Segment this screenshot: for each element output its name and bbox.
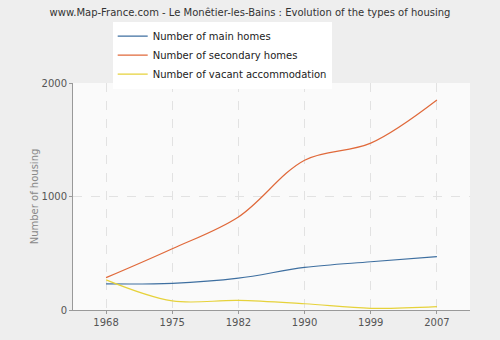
svg-text:Number of vacant accommodation: Number of vacant accommodation <box>153 69 327 80</box>
svg-text:1000: 1000 <box>42 191 67 202</box>
svg-text:1968: 1968 <box>93 317 118 328</box>
svg-text:1982: 1982 <box>226 317 251 328</box>
svg-text:1990: 1990 <box>292 317 317 328</box>
svg-text:Number of housing: Number of housing <box>29 149 40 245</box>
svg-text:1999: 1999 <box>358 317 383 328</box>
svg-text:Number of main homes: Number of main homes <box>153 31 271 42</box>
svg-text:0: 0 <box>61 305 67 316</box>
svg-text:Number of secondary homes: Number of secondary homes <box>153 50 298 61</box>
svg-text:www.Map-France.com - Le Monêti: www.Map-France.com - Le Monêtier-les-Bai… <box>50 7 451 18</box>
svg-text:2007: 2007 <box>424 317 449 328</box>
svg-text:2000: 2000 <box>42 78 67 89</box>
svg-text:1975: 1975 <box>160 317 185 328</box>
